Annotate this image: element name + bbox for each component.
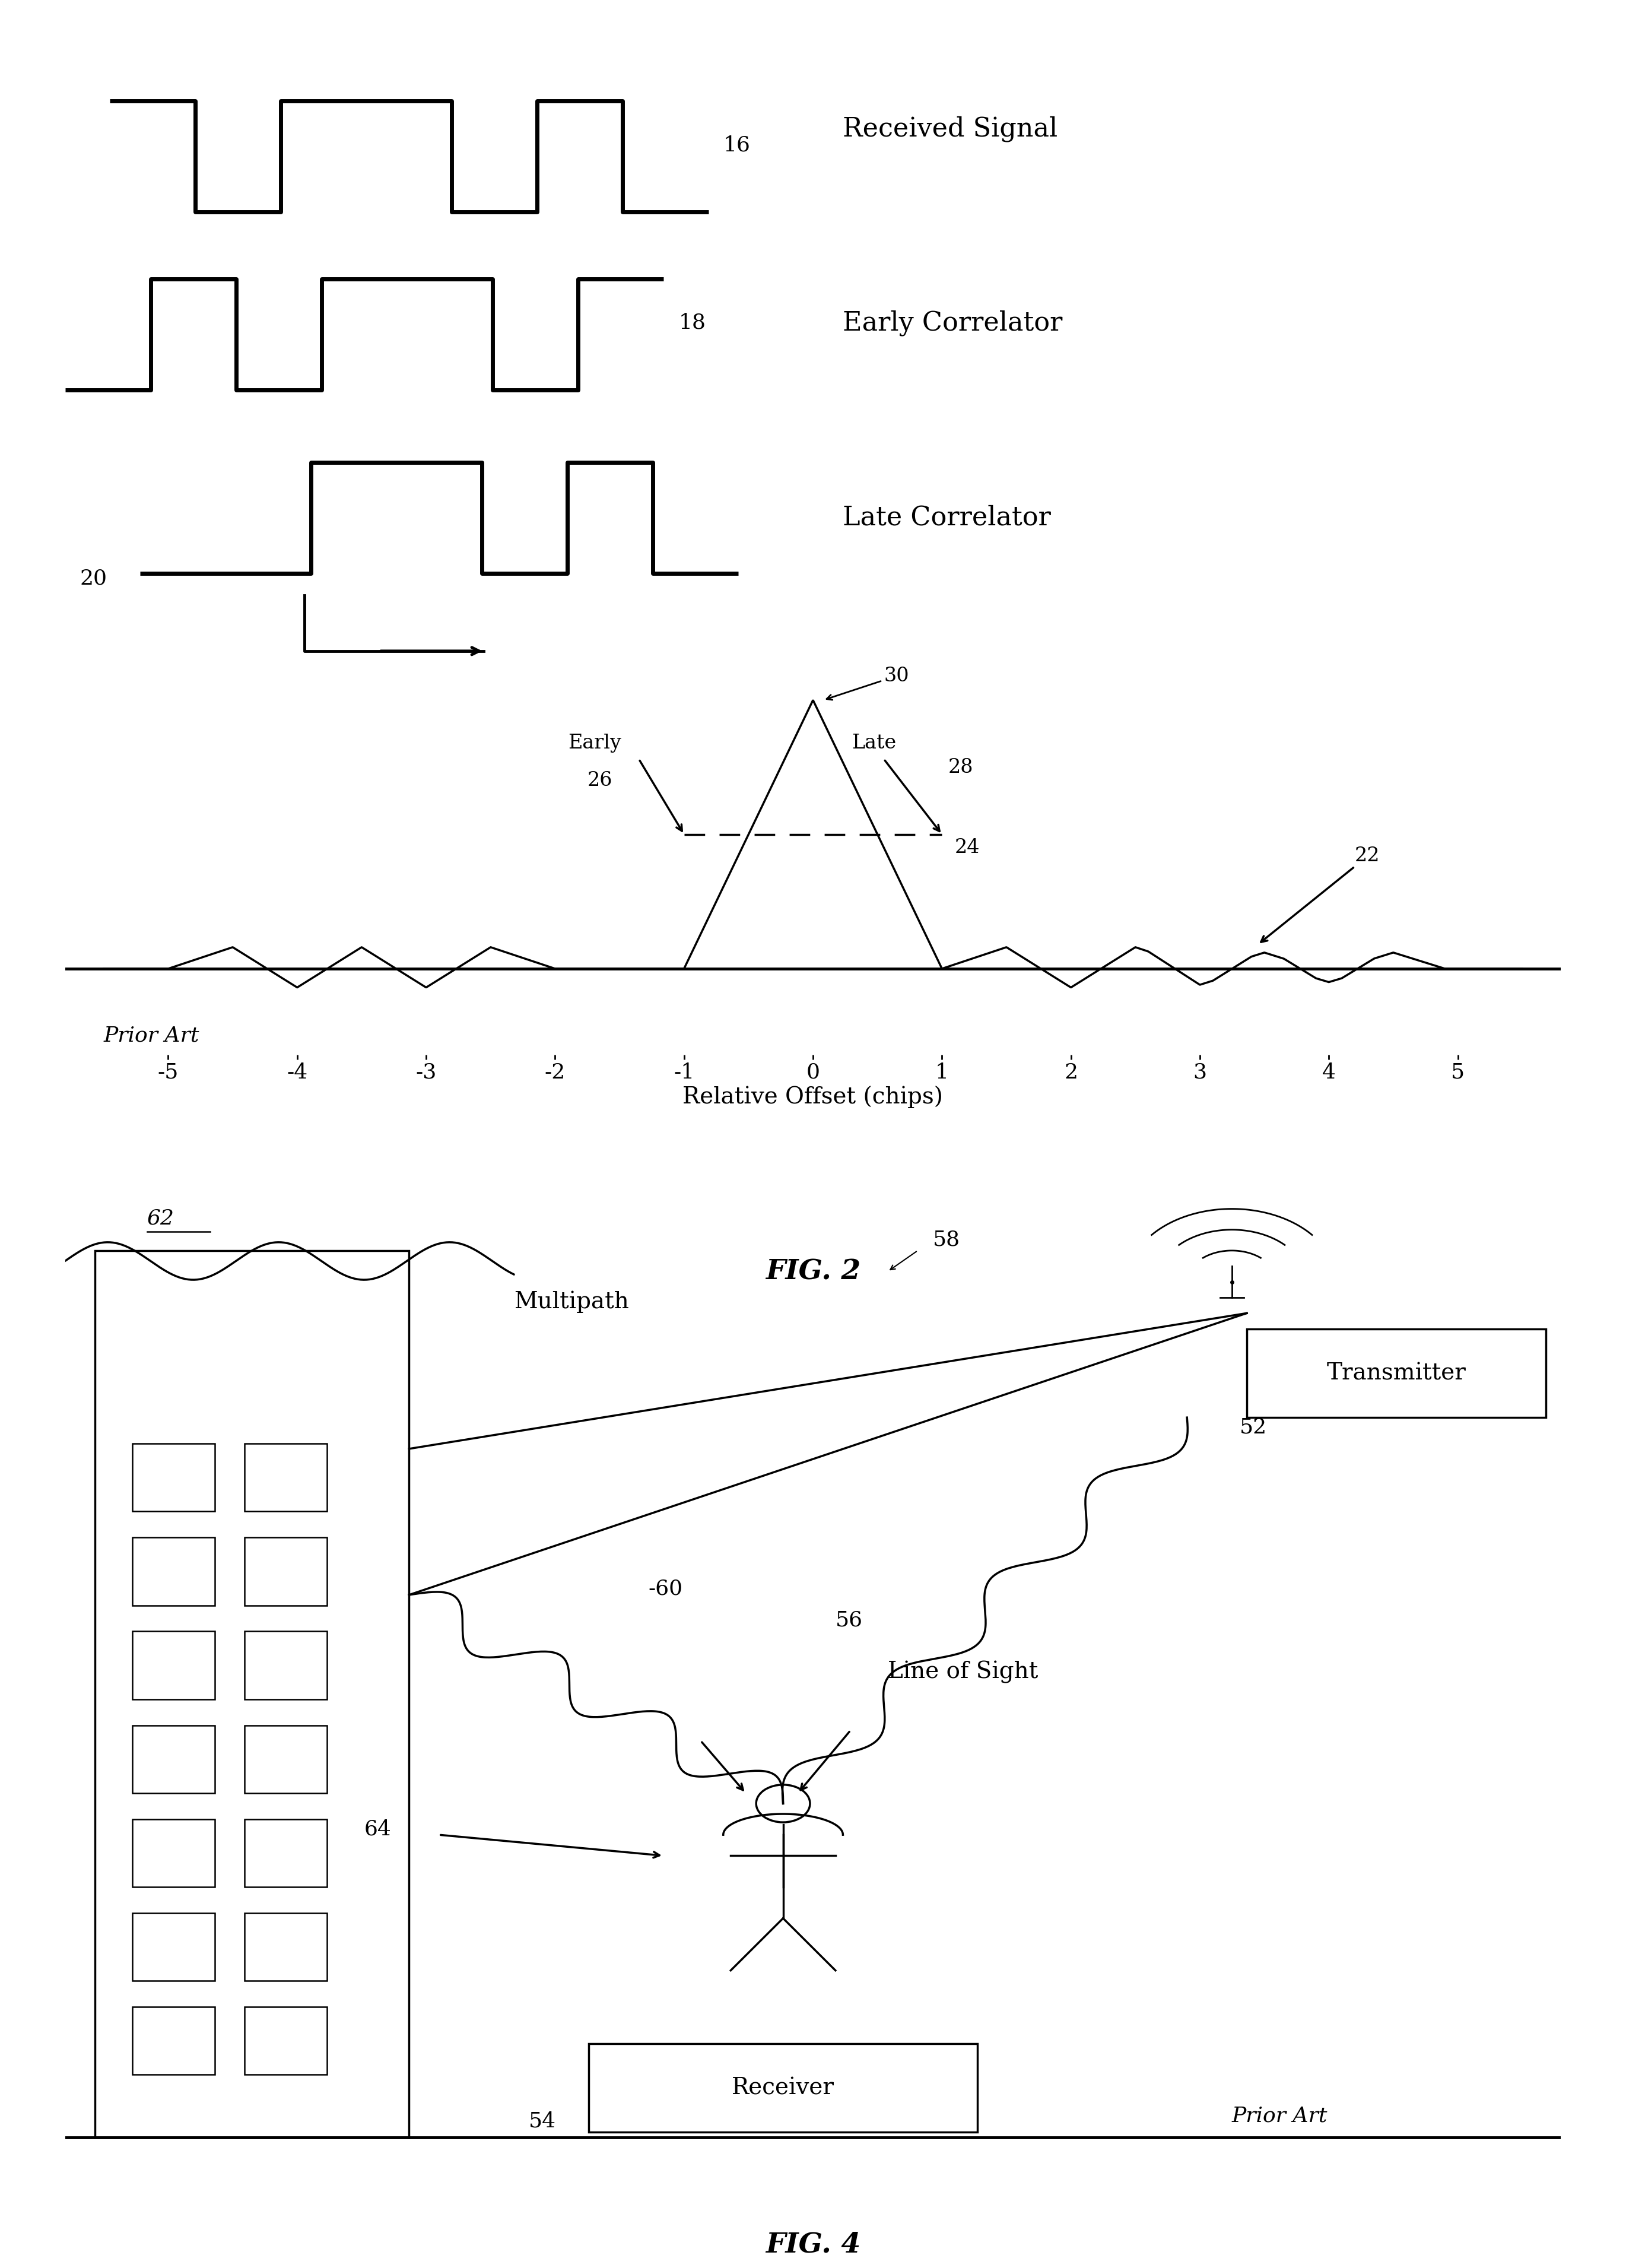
X-axis label: Relative Offset (chips): Relative Offset (chips) [683, 1086, 943, 1109]
Bar [132, 1726, 215, 1794]
Text: 24: 24 [954, 839, 980, 857]
Bar [244, 1819, 327, 1887]
Bar [132, 1631, 215, 1699]
Bar [132, 2007, 215, 2075]
Text: Transmitter: Transmitter [1327, 1363, 1467, 1386]
Bar [244, 2007, 327, 2075]
Text: 58: 58 [933, 1229, 959, 1250]
Bar [132, 1819, 215, 1887]
Text: Received Signal: Received Signal [842, 116, 1059, 141]
Text: Line of Sight: Line of Sight [888, 1660, 1037, 1683]
Text: Multipath: Multipath [514, 1290, 629, 1313]
Text: 52: 52 [1239, 1418, 1267, 1438]
Bar [244, 1538, 327, 1606]
Bar [244, 1631, 327, 1699]
Text: 54: 54 [528, 2112, 556, 2132]
Text: Receiver: Receiver [732, 2077, 834, 2100]
Text: 18: 18 [678, 313, 706, 333]
Bar [132, 1538, 215, 1606]
Text: 64: 64 [364, 1819, 392, 1839]
Text: -60: -60 [649, 1579, 683, 1599]
Text: Early: Early [567, 733, 621, 753]
Bar [244, 1914, 327, 1980]
Text: 20: 20 [80, 569, 107, 587]
Text: 26: 26 [587, 771, 613, 789]
Text: Prior Art: Prior Art [1233, 2105, 1327, 2125]
Text: 30: 30 [826, 667, 909, 701]
Bar [244, 1445, 327, 1510]
Text: 22: 22 [1354, 846, 1380, 866]
Text: Prior Art: Prior Art [104, 1025, 200, 1046]
Bar [132, 1445, 215, 1510]
Bar [244, 1726, 327, 1794]
Text: FIG. 2: FIG. 2 [766, 1259, 860, 1286]
Text: Early Correlator: Early Correlator [842, 311, 1063, 336]
Text: 56: 56 [836, 1610, 863, 1631]
Text: FIG. 4: FIG. 4 [766, 2232, 860, 2259]
Bar [94, 1250, 410, 2136]
Bar [132, 1914, 215, 1980]
Bar [1247, 1329, 1546, 1418]
Text: 62: 62 [148, 1209, 174, 1229]
Text: Late: Late [852, 733, 896, 753]
Bar [589, 2043, 977, 2132]
Text: 28: 28 [948, 758, 974, 776]
Text: 16: 16 [724, 134, 751, 154]
Text: Late Correlator: Late Correlator [842, 506, 1050, 531]
